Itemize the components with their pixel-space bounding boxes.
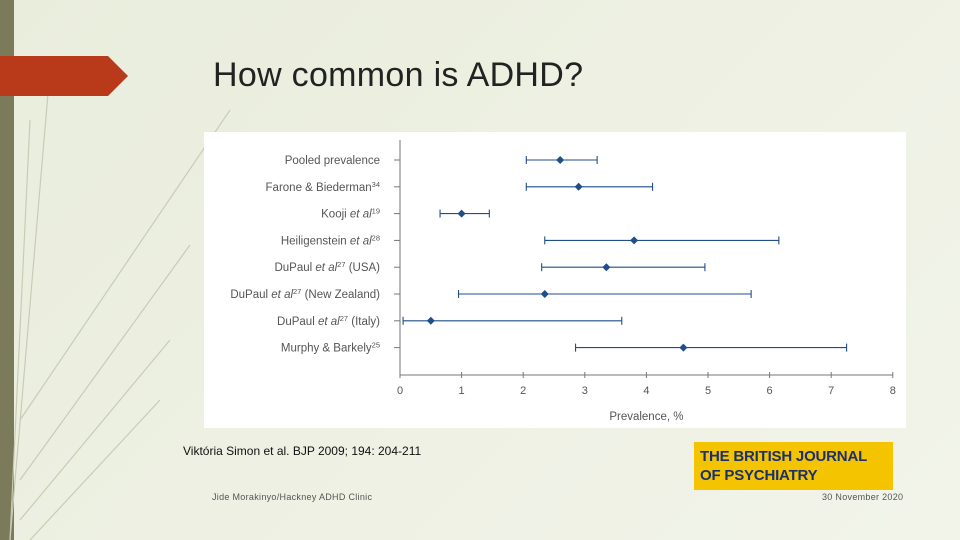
footer-presenter: Jide Morakinyo/Hackney ADHD Clinic [212,492,373,502]
study-label: DuPaul et al27 (USA) [274,260,380,275]
study-label: Heiligenstein et al28 [281,233,380,248]
estimate-marker [574,182,583,191]
forest-plot-chart: 0 1 2 3 4 5 6 7 8 Prevalence, % Pooled prevalence F… [204,132,906,428]
x-tick-label: 3 [582,385,588,397]
title-accent-tab [0,56,128,96]
x-tick-label: 0 [397,385,403,397]
x-tick-label: 4 [643,385,649,397]
estimate-marker [679,343,688,352]
estimate-marker [426,316,435,325]
forest-plot-svg: 0 1 2 3 4 5 6 7 8 Prevalence, % Pooled prevalence F… [230,140,896,423]
x-tick-label: 8 [890,385,896,397]
x-tick-label: 1 [459,385,465,397]
study-label: Pooled prevalence [285,155,380,167]
logo-line-1: THE BRITISH JOURNAL [700,448,868,465]
study-label: Kooji et al19 [321,206,380,221]
decorative-lines [9,69,231,540]
study-label: Murphy & Barkely25 [281,340,380,355]
x-tick-label: 2 [520,385,526,397]
estimate-marker [540,290,549,298]
estimate-marker [457,209,466,218]
x-tick-label: 5 [705,385,711,397]
study-label: DuPaul et al27 (Italy) [277,313,380,328]
left-accent-strip [0,0,14,540]
x-axis-label: Prevalence, % [609,411,683,423]
footer-date: 30 November 2020 [822,492,904,502]
estimate-marker [630,236,639,245]
logo-line-2: OF PSYCHIATRY [700,467,818,484]
x-tick-label: 7 [828,385,834,397]
citation-text: Viktória Simon et al. BJP 2009; 194: 204… [183,444,422,458]
x-tick-label: 6 [767,385,773,397]
study-label: DuPaul et al27 (New Zealand) [230,287,380,302]
estimate-marker [556,156,565,164]
estimate-marker [602,263,611,272]
slide-title: How common is ADHD? [213,56,584,94]
journal-logo: THE BRITISH JOURNAL OF PSYCHIATRY [694,442,893,490]
study-label: Farone & Biederman34 [266,179,380,194]
